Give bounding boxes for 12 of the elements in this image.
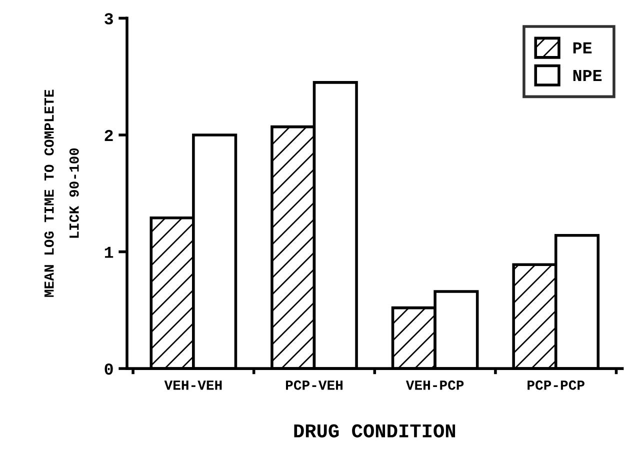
y-tick-label: 3 — [104, 13, 113, 24]
legend-label: NPE — [573, 70, 602, 81]
x-tick-label: PCP-VEH — [286, 380, 342, 390]
y-axis-title: MEAN LOG TIME TO COMPLETE LICK 90-100 — [44, 90, 79, 297]
x-tick-label: VEH-VEH — [164, 380, 222, 390]
y-tick-label: 1 — [104, 246, 114, 258]
y-tick-label: 2 — [104, 130, 113, 142]
y-tick-label: 0 — [104, 363, 113, 375]
x-tick-label: PCP-PCP — [528, 380, 584, 390]
legend-label: PE — [573, 42, 592, 54]
x-axis-title: DRUG CONDITION — [294, 424, 456, 438]
x-tick-label: VEH-PCP — [406, 380, 464, 390]
